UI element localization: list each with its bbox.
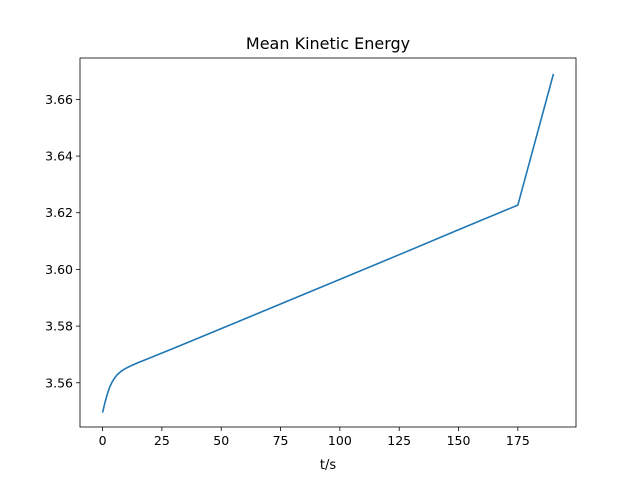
series-line-0 <box>101 73 555 413</box>
y-tick-label: 3.60 <box>45 262 73 277</box>
x-tick-label: 25 <box>154 433 170 448</box>
y-tick-label: 3.58 <box>45 319 73 334</box>
x-tick-label: 50 <box>213 433 229 448</box>
y-axis: 3.56 3.58 3.60 3.62 3.64 3.66 <box>45 92 80 390</box>
y-tick-label: 3.62 <box>45 205 73 220</box>
x-tick-label: 175 <box>506 433 530 448</box>
y-tick-label: 3.56 <box>45 375 73 390</box>
plot-area <box>101 73 555 413</box>
x-tick-label: 75 <box>273 433 289 448</box>
x-tick-label: 0 <box>99 433 107 448</box>
axes-frame <box>79 57 577 428</box>
x-tick-label: 125 <box>387 433 411 448</box>
chart-title: Mean Kinetic Energy <box>246 34 410 53</box>
x-axis-label: t/s <box>320 458 336 473</box>
y-tick-label: 3.64 <box>45 149 73 164</box>
x-tick-label: 150 <box>447 433 471 448</box>
y-tick-label: 3.66 <box>45 92 73 107</box>
x-tick-label: 100 <box>328 433 352 448</box>
x-axis: 0 25 50 75 100 125 150 175 <box>99 427 530 448</box>
